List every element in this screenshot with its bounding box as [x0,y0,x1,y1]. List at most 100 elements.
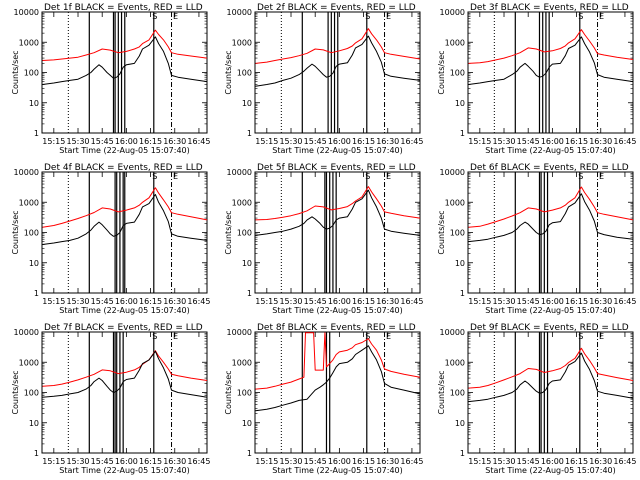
end-marker: E [386,332,391,341]
panel-1: Det 1f BLACK = Events, RED = LLD 1 10 100 10… [11,3,210,155]
start-marker: S [365,12,370,21]
plot-frame [467,171,634,294]
x-tick-label: 15:15 [468,137,491,146]
x-tick-label: 15:30 [66,297,89,306]
end-marker: E [173,172,178,181]
x-tick-label: 16:30 [163,137,186,146]
end-marker: E [173,12,178,21]
events-series-line [468,36,634,85]
x-axis-label: Start Time (22-Aug-05 15:07:40) [59,146,190,155]
panel-4: Det 4f BLACK = Events, RED = LLD 1 10 100 10… [11,163,210,315]
y-tick-label: 1000 [445,38,465,47]
x-tick-label: 15:45 [517,297,540,306]
x-tick-label: 15:15 [468,457,491,466]
lld-series-line [42,29,208,61]
end-marker: E [386,12,391,21]
y-tick-label: 10000 [440,8,465,17]
x-tick-label: 16:15 [352,457,375,466]
x-tick-label: 16:30 [589,137,612,146]
x-tick-label: 15:30 [492,297,515,306]
start-marker: S [152,12,157,21]
x-tick-label: 16:15 [565,137,588,146]
y-tick-label: 1000 [19,38,39,47]
y-tick-label: 1000 [232,38,252,47]
x-tick-label: 15:30 [279,457,302,466]
x-tick-label: 16:15 [565,297,588,306]
panel-title: Det 7f BLACK = Events, RED = LLD [44,323,203,333]
x-tick-label: 15:45 [304,137,327,146]
y-tick-label: 10000 [440,168,465,177]
y-tick-label: 10000 [227,8,252,17]
y-tick-label: 1 [247,289,252,298]
y-tick-label: 10 [29,99,39,108]
plot-frame [254,331,421,454]
y-axis-label: Counts/sec [224,50,233,94]
x-tick-label: 15:30 [279,297,302,306]
lld-series-line [468,29,634,64]
end-marker: E [599,12,604,21]
panel-6: Det 6f BLACK = Events, RED = LLD 1 10 100 10… [437,163,636,315]
y-axis-label: Counts/sec [437,50,446,94]
x-tick-label: 16:45 [613,137,636,146]
y-tick-label: 1000 [19,198,39,207]
x-axis-label: Start Time (22-Aug-05 15:07:40) [272,306,403,315]
x-tick-label: 15:45 [517,137,540,146]
y-tick-label: 1 [460,129,465,138]
x-tick-label: 15:15 [468,297,491,306]
y-tick-label: 1 [34,129,39,138]
x-tick-label: 16:00 [115,457,138,466]
lld-series-line [42,187,208,228]
y-axis-label: Counts/sec [11,370,20,414]
x-tick-label: 15:30 [279,137,302,146]
y-tick-label: 1000 [232,198,252,207]
x-axis-label: Start Time (22-Aug-05 15:07:40) [272,146,403,155]
y-tick-label: 1 [34,289,39,298]
y-tick-label: 10000 [14,8,39,17]
start-marker: S [365,332,370,341]
panel-7: Det 7f BLACK = Events, RED = LLD 1 10 100 10… [11,323,210,475]
x-tick-label: 16:15 [139,457,162,466]
events-series-line [468,193,634,243]
x-tick-label: 16:30 [376,457,399,466]
start-marker: S [152,332,157,341]
start-marker: S [578,332,583,341]
end-marker: E [599,332,604,341]
y-tick-label: 1 [460,289,465,298]
x-axis-label: Start Time (22-Aug-05 15:07:40) [272,466,403,475]
y-tick-label: 1 [247,449,252,458]
events-series-line [42,36,208,85]
y-axis-label: Counts/sec [437,370,446,414]
events-series-line [255,35,421,87]
x-tick-label: 16:45 [400,457,423,466]
x-tick-label: 16:15 [565,457,588,466]
x-axis-label: Start Time (22-Aug-05 15:07:40) [485,306,616,315]
x-tick-label: 16:45 [400,137,423,146]
start-marker: S [578,172,583,181]
y-tick-label: 1000 [445,198,465,207]
x-tick-label: 15:15 [255,297,278,306]
lld-series-line [468,347,634,389]
panel-2: Det 2f BLACK = Events, RED = LLD 1 10 100 10… [224,3,423,155]
panel-9: Det 9f BLACK = Events, RED = LLD 1 10 100 10… [437,323,636,475]
y-tick-label: 10 [242,99,252,108]
x-tick-label: 16:15 [139,297,162,306]
y-tick-label: 1 [460,449,465,458]
end-marker: E [599,172,604,181]
start-marker: S [152,172,157,181]
x-tick-label: 16:00 [328,457,351,466]
x-tick-label: 16:30 [589,297,612,306]
plot-frame [254,171,421,294]
plot-frame [41,331,208,454]
x-axis-label: Start Time (22-Aug-05 15:07:40) [59,466,190,475]
y-tick-label: 100 [24,389,39,398]
lld-series-line [255,28,421,64]
panel-title: Det 2f BLACK = Events, RED = LLD [257,3,416,13]
events-series-line [255,189,421,236]
x-tick-label: 16:30 [376,137,399,146]
panel-title: Det 5f BLACK = Events, RED = LLD [257,163,416,173]
panel-title: Det 6f BLACK = Events, RED = LLD [470,163,629,173]
events-series-line [255,345,421,412]
x-tick-label: 16:45 [187,457,210,466]
y-tick-label: 10000 [14,168,39,177]
